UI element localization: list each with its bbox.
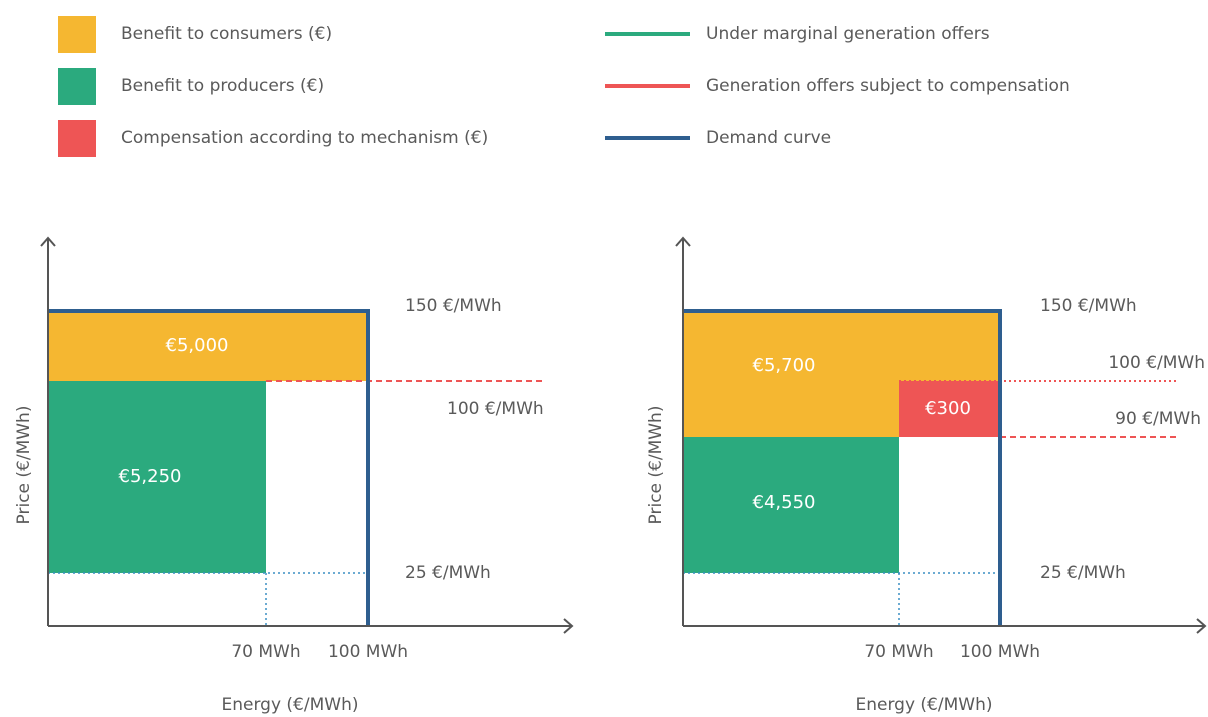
legend-label-4: Generation offers subject to compensatio… [706, 76, 1070, 96]
y-tick-label-2: 90 €/MWh [1115, 409, 1201, 429]
region-value-label-1: €300 [925, 398, 971, 419]
region-1 [48, 381, 266, 573]
region-value-label-2: €4,550 [753, 492, 816, 513]
demand-curve [683, 309, 1002, 626]
x-axis-title: Energy (€/MWh) [222, 695, 359, 715]
legend-label-0: Benefit to consumers (€) [121, 24, 332, 44]
region-0 [48, 311, 368, 381]
x-tick-label-1: 100 MWh [960, 642, 1040, 662]
y-tick-label-1: 100 €/MWh [1108, 353, 1205, 373]
legend: Benefit to consumers (€) Benefit to produ… [58, 16, 1070, 157]
chart-left: 150 €/MWh 100 €/MWh 25 €/MWh 70 MWh 100 MWh E… [14, 236, 574, 715]
region-value-label-0: €5,700 [753, 355, 816, 376]
y-tick-label-0: 150 €/MWh [1040, 296, 1137, 316]
x-axis-arrow [1196, 618, 1207, 634]
legend-swatch-1 [58, 68, 96, 105]
chart-right: 150 €/MWh 100 €/MWh 90 €/MWh 25 €/MWh 70 MWh… [646, 236, 1207, 715]
y-axis-arrow [675, 236, 691, 247]
x-axis-title: Energy (€/MWh) [856, 695, 993, 715]
demand-curve [48, 309, 370, 626]
legend-label-5: Demand curve [706, 128, 831, 148]
y-axis-title: Price (€/MWh) [646, 406, 666, 525]
legend-label-1: Benefit to producers (€) [121, 76, 324, 96]
region-value-label-1: €5,250 [119, 466, 182, 487]
y-tick-label-1: 100 €/MWh [447, 399, 544, 419]
y-tick-label-2: 25 €/MWh [405, 563, 491, 583]
legend-label-2: Compensation according to mechanism (€) [121, 128, 488, 148]
x-tick-label-0: 70 MWh [864, 642, 933, 662]
legend-swatch-0 [58, 16, 96, 53]
x-tick-label-0: 70 MWh [231, 642, 300, 662]
legend-label-3: Under marginal generation offers [706, 24, 990, 44]
y-axis-arrow [40, 236, 56, 247]
y-axis-title: Price (€/MWh) [14, 406, 34, 525]
region-2 [683, 437, 899, 573]
x-tick-label-1: 100 MWh [328, 642, 408, 662]
region-value-label-0: €5,000 [166, 335, 229, 356]
y-tick-label-0: 150 €/MWh [405, 296, 502, 316]
x-axis-arrow [563, 618, 574, 634]
legend-swatch-2 [58, 120, 96, 157]
y-tick-label-3: 25 €/MWh [1040, 563, 1126, 583]
region-1 [899, 381, 1000, 437]
